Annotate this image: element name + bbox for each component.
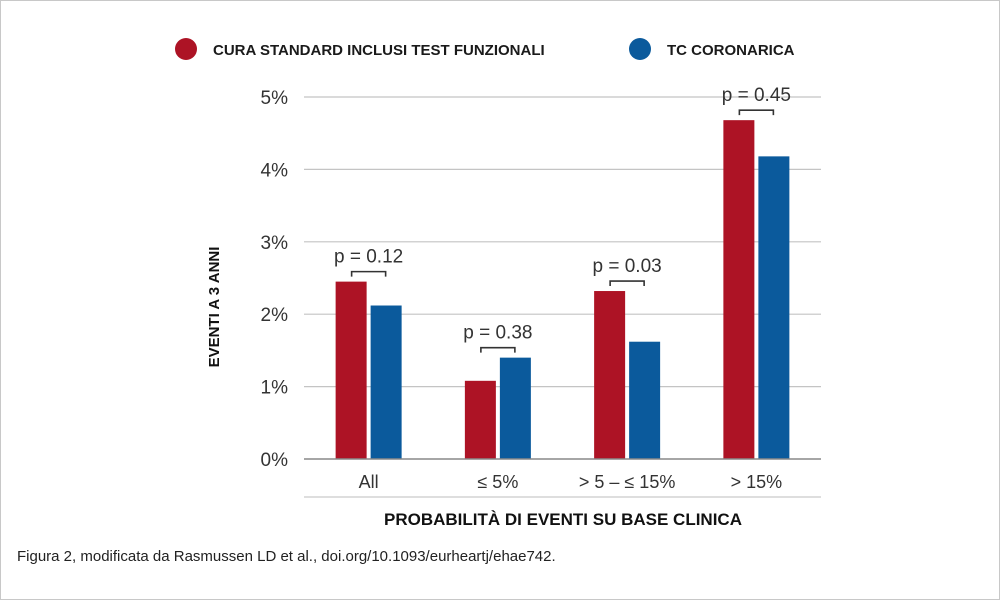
x-tick-label: All xyxy=(359,472,379,492)
legend-swatch-1 xyxy=(629,38,651,60)
p-value-label: p = 0.45 xyxy=(722,85,791,106)
bar-ct-coronary-0 xyxy=(370,305,402,459)
p-value-label: p = 0.03 xyxy=(593,256,662,277)
y-tick-labels: 0% 1% 2% 3% 4% 5% xyxy=(261,88,289,471)
legend-label-0: CURA STANDARD INCLUSI TEST FUNZIONALI xyxy=(213,42,545,59)
y-tick-label: 3% xyxy=(261,233,289,254)
p-value-bracket xyxy=(738,109,775,116)
bars xyxy=(335,120,790,460)
y-tick-label: 5% xyxy=(261,88,289,109)
figure-caption: Figura 2, modificata da Rasmussen LD et … xyxy=(17,548,556,565)
p-value-annotations: p = 0.12 p = 0.38 p = 0.03 p = 0.45 xyxy=(334,85,791,353)
x-tick-label: > 15% xyxy=(731,472,783,492)
bar-ct-coronary-3 xyxy=(758,156,790,460)
x-tick-label: ≤ 5% xyxy=(477,472,518,492)
legend-label-1: TC CORONARICA xyxy=(667,42,795,59)
p-value-bracket xyxy=(609,280,645,287)
p-value-bracket xyxy=(480,346,516,353)
y-tick-label: 1% xyxy=(261,378,289,399)
x-tick-labels: All ≤ 5% > 5 – ≤ 15% > 15% xyxy=(359,472,783,492)
y-tick-label: 4% xyxy=(261,160,289,181)
p-value-label: p = 0.38 xyxy=(463,323,532,344)
bar-chart: 0%1%2%3%4%5% p = 0.12p = 0.38p = 0.03p =… xyxy=(175,38,821,529)
bar-ct-coronary-1 xyxy=(499,357,531,459)
p-value-label: p = 0.12 xyxy=(334,247,403,268)
x-tick-label: > 5 – ≤ 15% xyxy=(579,472,675,492)
p-value-bracket xyxy=(350,270,387,277)
bar-ct-coronary-2 xyxy=(629,341,661,459)
bar-standard-care-0 xyxy=(335,281,367,459)
y-tick-label: 2% xyxy=(261,305,289,326)
y-axis-label: EVENTI A 3 ANNI xyxy=(206,247,223,368)
bar-standard-care-3 xyxy=(723,120,755,459)
legend-swatch-0 xyxy=(175,38,197,60)
bar-standard-care-1 xyxy=(464,380,496,459)
x-axis-label: PROBABILITÀ DI EVENTI SU BASE CLINICA xyxy=(384,510,742,529)
bar-standard-care-2 xyxy=(594,291,626,459)
legend: CURA STANDARD INCLUSI TEST FUNZIONALI TC … xyxy=(175,38,795,60)
y-tick-label: 0% xyxy=(261,450,289,471)
